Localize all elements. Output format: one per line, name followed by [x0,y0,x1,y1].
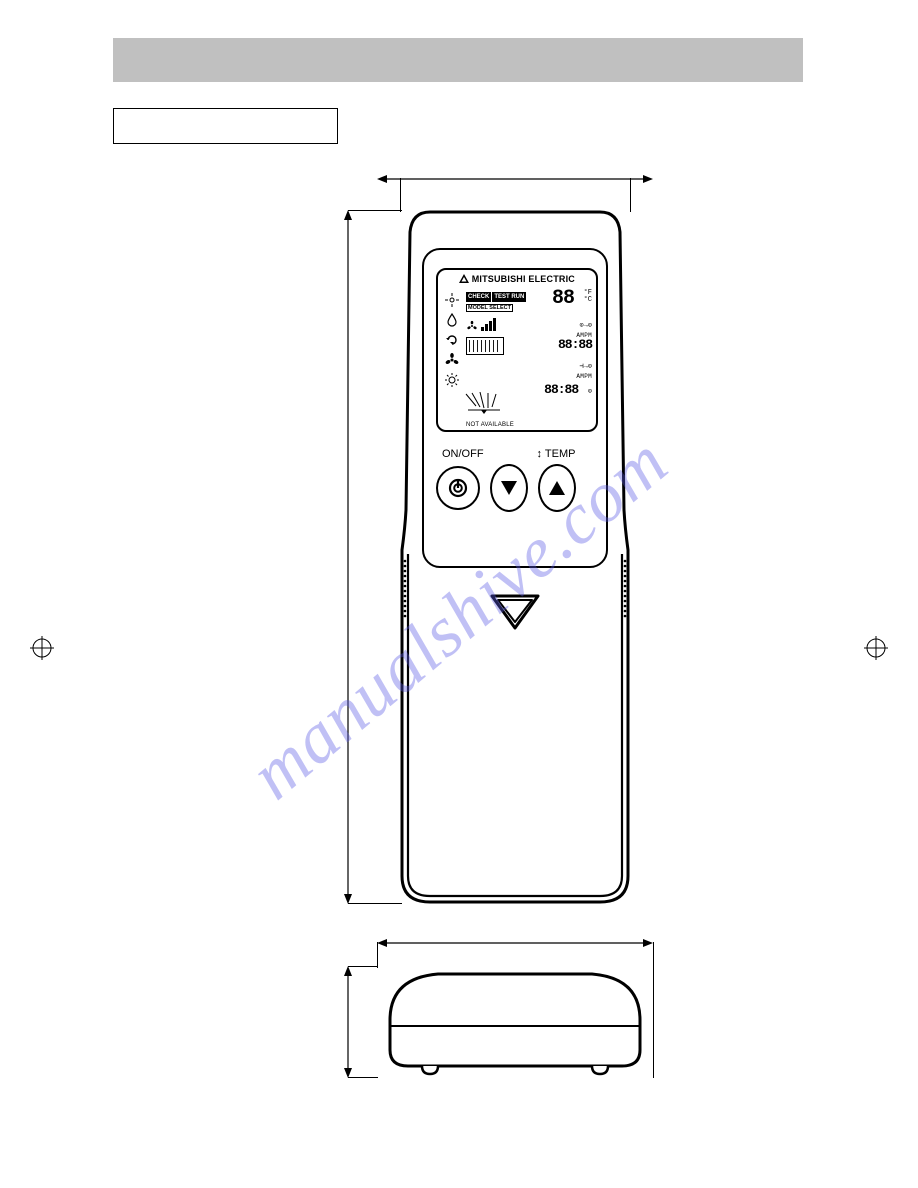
not-available-label: NOT AVAILABLE [466,422,514,428]
heat-mode-icon [444,372,460,388]
deg-c: °C [584,296,592,304]
button-row: ON/OFF ↕ TEMP [436,448,598,512]
ext-line [348,903,402,904]
power-icon [447,477,469,499]
time-display-1: 88:88 [536,339,592,351]
lcd-mid-column: CHECKTEST RUN MODEL SELECT [466,292,536,355]
fan-speed-indicator [466,318,536,333]
testrun-indicator: TEST RUN [492,292,526,302]
crop-mark-left [30,636,54,660]
chevron-down-icon [501,481,517,495]
model-select-indicator: MODEL SELECT [466,304,513,312]
temp-display: 88 [552,287,574,310]
onoff-label: ON/OFF [436,448,518,460]
temp-updown-icon: ↕ [537,448,543,460]
onoff-button[interactable] [436,466,480,510]
dimension-height [341,210,355,904]
remote-front-view: MITSUBISHI ELECTRIC CHECKTEST RUN MODEL … [400,210,630,904]
fan-mode-icon [444,352,460,368]
section-title-box [113,108,338,144]
dimension-width-bottom [377,936,653,950]
crop-mark-right [864,636,888,660]
temp-up-button[interactable] [538,464,576,512]
brand-row: MITSUBISHI ELECTRIC [438,274,596,285]
brand-text: MITSUBISHI ELECTRIC [472,274,575,284]
temp-label-text: TEMP [545,448,576,460]
dimension-thickness [341,966,355,1078]
clock-icon: ⊙ [588,388,592,396]
airflow-rays-icon [464,392,504,414]
mitsubishi-logo-icon [459,274,469,285]
lcd-button-panel: MITSUBISHI ELECTRIC CHECKTEST RUN MODEL … [422,248,608,568]
mode-icon-column [444,292,462,392]
chevron-up-icon [549,481,565,495]
lcd-right-column: 88 °F °C ⊙→⊙ AMPM 88:88 ⊣→⊙ AMPM 88:88 [536,290,592,398]
grip-ridges-left [399,558,411,620]
auto-mode-icon [444,332,460,348]
grip-ridges-right [619,558,631,620]
ampm-2: AMPM [536,373,592,380]
ext-line [348,210,402,211]
temp-down-button[interactable] [490,464,528,512]
lcd-screen: MITSUBISHI ELECTRIC CHECKTEST RUN MODEL … [436,268,598,432]
timer-off-icon: ⊣→⊙ [579,363,592,371]
check-indicator: CHECK [466,292,491,302]
time-display-2: 88:88 [544,382,578,397]
louver-indicator [466,337,504,355]
dimension-width-top [377,172,653,186]
remote-side-profile [376,966,654,1078]
dry-mode-icon [444,312,460,328]
temp-label: ↕ TEMP [518,448,598,460]
deg-unit-stack: °F °C [584,290,592,304]
timer-on-icon: ⊙→⊙ [579,322,592,330]
slide-cover-grip[interactable] [488,592,542,632]
cool-mode-icon [444,292,460,308]
header-grey-bar [113,38,803,82]
